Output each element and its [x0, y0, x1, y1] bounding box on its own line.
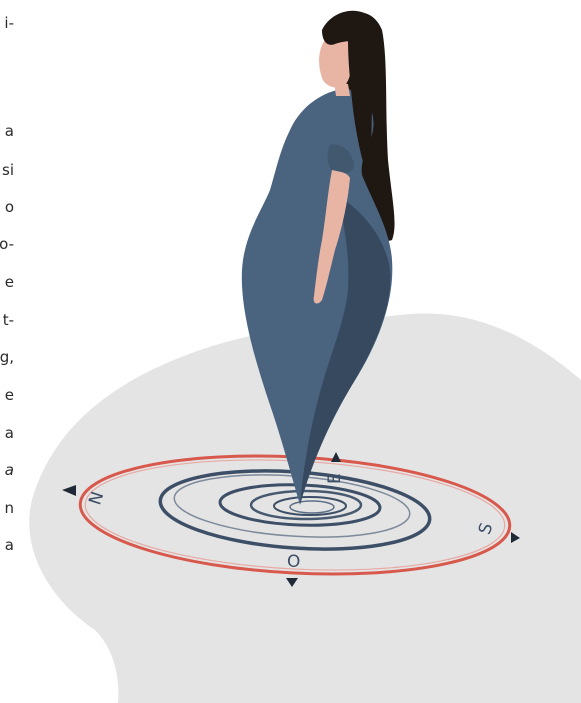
compass-east-letter: E: [325, 473, 345, 484]
arrow-west-icon: [62, 485, 76, 496]
text-fragment: a: [4, 424, 14, 442]
text-fragment: e: [4, 386, 14, 404]
dress-shadow: [300, 195, 391, 505]
compass-north-letter: N: [85, 489, 108, 507]
text-fragment: a: [4, 461, 14, 479]
text-fragment: si: [2, 161, 14, 179]
hair-front: [322, 10, 378, 46]
compass-west-letter: O: [287, 552, 300, 572]
cropped-text-column: i- a si o o- e t- g, e a a n a: [0, 0, 14, 703]
ground-shape: [29, 313, 581, 703]
arrow-south-icon: [286, 578, 298, 587]
text-fragment: o: [4, 198, 14, 216]
text-fragment: a: [4, 122, 14, 140]
text-fragment: g,: [0, 348, 14, 366]
arm: [313, 170, 350, 304]
text-fragment: n: [4, 499, 14, 517]
text-fragment: t-: [2, 311, 14, 329]
text-fragment: o-: [0, 235, 14, 253]
arrow-north-icon: [331, 452, 341, 462]
face: [319, 35, 353, 88]
dress-sleeve: [327, 144, 354, 175]
text-fragment: i-: [4, 14, 14, 32]
arrow-east-icon: [511, 532, 520, 543]
text-fragment: e: [4, 273, 14, 291]
text-fragment: a: [4, 536, 14, 554]
